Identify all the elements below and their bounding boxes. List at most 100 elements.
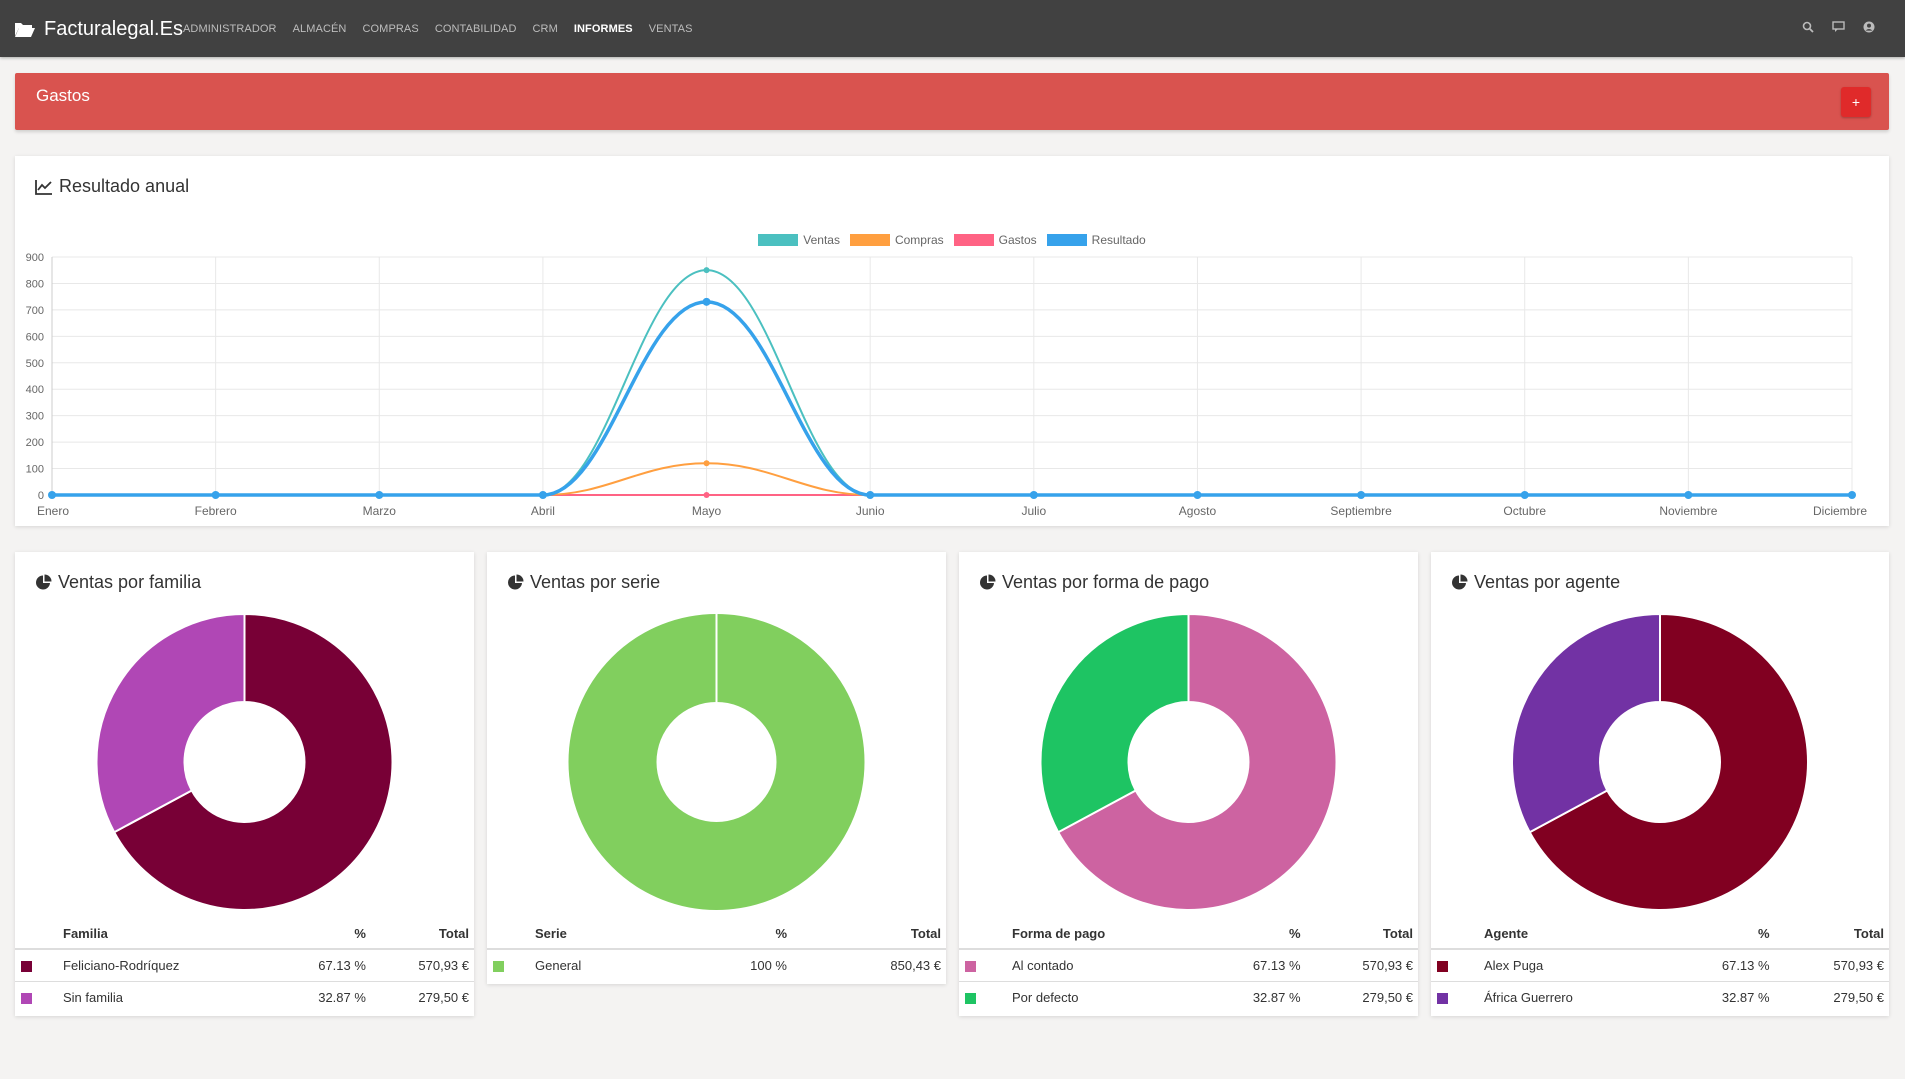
data-point-resultado[interactable] xyxy=(1848,491,1856,499)
row-pct: 32.87 % xyxy=(272,981,371,1013)
row-total: 279,50 € xyxy=(1305,981,1418,1013)
column-header: Serie xyxy=(530,918,673,950)
series-line-resultado xyxy=(52,300,1852,497)
annual-result-title-text: Resultado anual xyxy=(59,176,190,196)
donut-slice[interactable] xyxy=(1511,612,1661,834)
series-table: Serie % Total General 100 % 850,43 € xyxy=(487,918,946,981)
menu-item-crm[interactable]: CRM xyxy=(532,22,558,35)
x-tick-label: Agosto xyxy=(1179,504,1217,518)
menu-item-informes[interactable]: INFORMES xyxy=(573,22,633,35)
sales-by-agent-title: Ventas por agente xyxy=(1451,572,1620,593)
donut-slice[interactable] xyxy=(1039,612,1190,834)
data-point-resultado[interactable] xyxy=(1520,491,1529,499)
table-row[interactable]: General 100 % 850,43 € xyxy=(487,948,946,981)
row-pct: 100 % xyxy=(672,948,792,981)
brand-link[interactable]: Facturalegal.Es xyxy=(14,14,183,44)
pie-chart-icon xyxy=(508,574,524,590)
column-header: % xyxy=(272,918,371,950)
column-header: Total xyxy=(1774,918,1889,950)
legend-label: Resultado xyxy=(1091,233,1146,247)
donut-slice[interactable] xyxy=(1056,612,1338,911)
table-row[interactable]: Alex Puga 67.13 % 570,93 € xyxy=(1431,948,1889,982)
series-donut-chart xyxy=(568,614,865,910)
data-point-resultado[interactable] xyxy=(48,491,56,499)
column-header: % xyxy=(1198,918,1306,950)
legend-item-resultado[interactable]: Resultado xyxy=(1046,233,1146,247)
annual-line-chart: 0 100 200 300 400 500 600 700 800 900 Enero Febrero… xyxy=(26,252,1868,518)
sales-by-series-title-text: Ventas por serie xyxy=(530,572,661,592)
row-pct: 32.87 % xyxy=(1198,981,1306,1013)
data-point-resultado[interactable] xyxy=(1357,491,1366,499)
top-navbar: Facturalegal.Es ADMINISTRADOR ALMACÉN CO… xyxy=(0,0,1905,57)
nav-icons xyxy=(1802,0,1875,57)
data-point-ventas[interactable] xyxy=(703,267,710,274)
notifications-icon[interactable] xyxy=(1832,20,1845,38)
row-label: África Guerrero xyxy=(1479,981,1666,1013)
y-tick-label: 0 xyxy=(38,490,44,502)
menu-item-administrador[interactable]: ADMINISTRADOR xyxy=(183,22,277,35)
legend-swatch xyxy=(1046,234,1087,246)
expenses-banner: Gastos + xyxy=(15,73,1889,130)
x-tick-label: Enero xyxy=(37,504,69,518)
user-icon[interactable] xyxy=(1863,20,1875,38)
donut-slice[interactable] xyxy=(95,612,246,834)
data-point-resultado[interactable] xyxy=(1029,491,1038,499)
table-row[interactable]: Feliciano-Rodríquez 67.13 % 570,93 € xyxy=(15,948,474,982)
menu-item-compras[interactable]: COMPRAS xyxy=(362,22,419,35)
sales-by-series-title: Ventas por serie xyxy=(507,572,660,593)
main-menu: ADMINISTRADOR ALMACÉN COMPRAS CONTABILID… xyxy=(175,0,701,57)
donut-slice[interactable] xyxy=(1528,612,1809,911)
x-tick-label: Octubre xyxy=(1503,504,1546,518)
sales-by-family-card: Ventas por familia Familia % Total Felic… xyxy=(15,552,474,1016)
row-pct: 67.13 % xyxy=(1198,948,1306,982)
x-tick-label: Diciembre xyxy=(1813,504,1867,518)
legend-label: Gastos xyxy=(998,233,1037,247)
table-row[interactable]: Por defecto 32.87 % 279,50 € xyxy=(959,981,1418,1013)
donut-slice[interactable] xyxy=(112,612,394,911)
sales-by-payment-card: Ventas por forma de pago Forma de pago %… xyxy=(959,552,1418,1016)
data-point-resultado[interactable] xyxy=(538,491,547,499)
table-row[interactable]: Sin familia 32.87 % 279,50 € xyxy=(15,981,474,1013)
table-row[interactable]: África Guerrero 32.87 % 279,50 € xyxy=(1431,981,1889,1013)
row-total: 570,93 € xyxy=(370,948,474,982)
data-point-resultado[interactable] xyxy=(211,491,220,499)
row-total: 279,50 € xyxy=(370,981,474,1013)
series-line-compras xyxy=(52,462,1852,497)
legend-label: Ventas xyxy=(803,233,840,247)
sales-by-series-card: Ventas por serie Serie % Total General 1… xyxy=(487,552,946,984)
data-point-gastos[interactable] xyxy=(703,492,710,498)
legend-swatch xyxy=(953,234,994,246)
row-label: Feliciano-Rodríquez xyxy=(58,948,273,982)
legend-swatch xyxy=(849,234,890,246)
row-label: Alex Puga xyxy=(1479,948,1666,982)
menu-item-contabilidad[interactable]: CONTABILIDAD xyxy=(434,22,517,35)
data-point-resultado[interactable] xyxy=(375,491,384,499)
pie-chart-icon xyxy=(980,574,996,590)
add-expense-button[interactable]: + xyxy=(1841,87,1871,117)
data-point-resultado[interactable] xyxy=(702,297,711,306)
color-swatch xyxy=(965,961,976,973)
family-donut-chart xyxy=(95,612,394,911)
y-tick-label: 800 xyxy=(26,278,44,290)
color-swatch xyxy=(965,993,976,1005)
menu-item-ventas[interactable]: VENTAS xyxy=(648,22,693,35)
row-label: General xyxy=(530,948,673,981)
data-point-resultado[interactable] xyxy=(866,491,875,499)
row-total: 279,50 € xyxy=(1774,981,1889,1013)
y-tick-label: 600 xyxy=(26,331,44,343)
data-point-resultado[interactable] xyxy=(1193,491,1202,499)
menu-item-almacen[interactable]: ALMACÉN xyxy=(292,22,347,35)
row-label: Al contado xyxy=(1007,948,1199,982)
column-header: Agente xyxy=(1479,918,1666,950)
row-pct: 67.13 % xyxy=(272,948,371,982)
search-icon[interactable] xyxy=(1802,20,1814,38)
table-row[interactable]: Al contado 67.13 % 570,93 € xyxy=(959,948,1418,982)
legend-item-compras[interactable]: Compras xyxy=(849,233,944,247)
data-point-resultado[interactable] xyxy=(1684,491,1693,499)
x-tick-label: Septiembre xyxy=(1330,504,1392,518)
line-chart-icon xyxy=(35,179,52,195)
y-tick-label: 100 xyxy=(26,464,44,476)
data-point-compras[interactable] xyxy=(703,460,710,467)
legend-item-ventas[interactable]: Ventas xyxy=(758,233,840,247)
legend-item-gastos[interactable]: Gastos xyxy=(953,233,1037,247)
